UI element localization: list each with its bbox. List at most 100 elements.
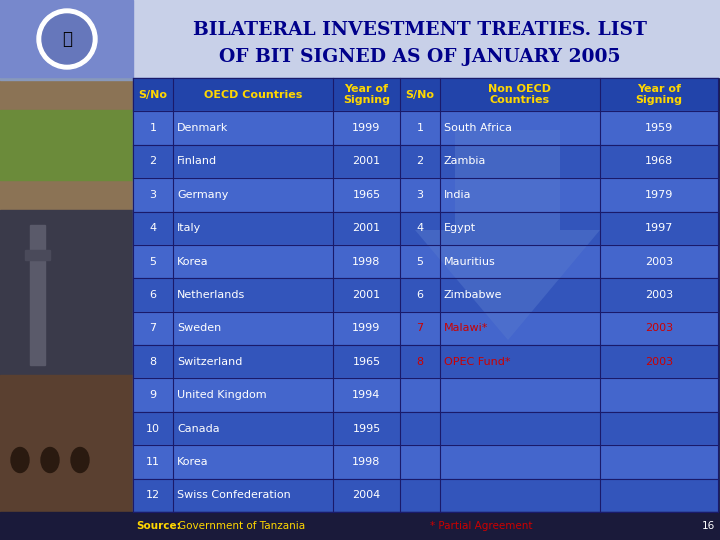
Text: Italy: Italy bbox=[177, 223, 202, 233]
Text: 1968: 1968 bbox=[645, 157, 673, 166]
Text: OPEC Fund*: OPEC Fund* bbox=[444, 357, 510, 367]
Text: S/No: S/No bbox=[405, 90, 434, 100]
Text: 1997: 1997 bbox=[645, 223, 673, 233]
Bar bbox=[0, 512, 720, 540]
Bar bbox=[133, 312, 718, 345]
Text: 2001: 2001 bbox=[352, 290, 381, 300]
Text: South Africa: South Africa bbox=[444, 123, 512, 133]
Bar bbox=[30, 225, 45, 365]
Text: 5: 5 bbox=[150, 256, 156, 267]
Bar bbox=[0, 210, 133, 375]
Text: Non OECD
Countries: Non OECD Countries bbox=[488, 84, 552, 105]
Text: United Kingdom: United Kingdom bbox=[177, 390, 266, 400]
Text: OF BIT SIGNED AS OF JANUARY 2005: OF BIT SIGNED AS OF JANUARY 2005 bbox=[220, 48, 621, 66]
Text: 4: 4 bbox=[416, 223, 423, 233]
Text: BILATERAL INVESTMENT TREATIES. LIST: BILATERAL INVESTMENT TREATIES. LIST bbox=[193, 21, 647, 39]
Text: Korea: Korea bbox=[177, 256, 209, 267]
Bar bbox=[133, 145, 718, 178]
Text: * Partial Agreement: * Partial Agreement bbox=[430, 521, 533, 531]
Bar bbox=[133, 212, 718, 245]
Circle shape bbox=[37, 9, 97, 69]
Text: Year of
Signing: Year of Signing bbox=[343, 84, 390, 105]
Text: Malawi*: Malawi* bbox=[444, 323, 488, 333]
Bar bbox=[0, 110, 133, 180]
Bar bbox=[0, 80, 133, 210]
Bar bbox=[133, 0, 720, 77]
Text: S/No: S/No bbox=[138, 90, 168, 100]
Text: 1998: 1998 bbox=[352, 256, 381, 267]
Bar bbox=[133, 111, 718, 145]
Text: 16: 16 bbox=[702, 521, 715, 531]
Bar bbox=[0, 0, 133, 77]
Text: Finland: Finland bbox=[177, 157, 217, 166]
Text: Year of
Signing: Year of Signing bbox=[636, 84, 683, 105]
Text: Switzerland: Switzerland bbox=[177, 357, 243, 367]
Bar bbox=[133, 78, 718, 111]
Text: 1965: 1965 bbox=[352, 357, 381, 367]
Text: 8: 8 bbox=[416, 357, 423, 367]
Text: Canada: Canada bbox=[177, 423, 220, 434]
Polygon shape bbox=[415, 130, 600, 340]
Text: 7: 7 bbox=[150, 323, 156, 333]
Text: 2003: 2003 bbox=[645, 256, 673, 267]
Text: 1998: 1998 bbox=[352, 457, 381, 467]
Text: Government of Tanzania: Government of Tanzania bbox=[178, 521, 305, 531]
Text: 8: 8 bbox=[150, 357, 156, 367]
Text: 6: 6 bbox=[416, 290, 423, 300]
Text: 3: 3 bbox=[150, 190, 156, 200]
Text: 2001: 2001 bbox=[352, 223, 381, 233]
Text: Source:: Source: bbox=[136, 521, 181, 531]
Text: 2003: 2003 bbox=[645, 290, 673, 300]
Text: Netherlands: Netherlands bbox=[177, 290, 246, 300]
Text: 1995: 1995 bbox=[352, 423, 381, 434]
Text: 1: 1 bbox=[416, 123, 423, 133]
Text: Sweden: Sweden bbox=[177, 323, 221, 333]
Text: Zimbabwe: Zimbabwe bbox=[444, 290, 503, 300]
Text: 6: 6 bbox=[150, 290, 156, 300]
Text: 1959: 1959 bbox=[645, 123, 673, 133]
Ellipse shape bbox=[71, 448, 89, 472]
Bar bbox=[133, 379, 718, 412]
Text: 1965: 1965 bbox=[352, 190, 381, 200]
Text: 9: 9 bbox=[150, 390, 156, 400]
Text: Swiss Confederation: Swiss Confederation bbox=[177, 490, 291, 500]
Text: Zambia: Zambia bbox=[444, 157, 487, 166]
Text: OECD Countries: OECD Countries bbox=[204, 90, 302, 100]
Text: Korea: Korea bbox=[177, 457, 209, 467]
Text: 5: 5 bbox=[416, 256, 423, 267]
Bar bbox=[133, 478, 718, 512]
Text: 1999: 1999 bbox=[352, 323, 381, 333]
Ellipse shape bbox=[41, 448, 59, 472]
Bar bbox=[0, 0, 133, 80]
Text: Mauritius: Mauritius bbox=[444, 256, 496, 267]
Text: 7: 7 bbox=[416, 323, 423, 333]
Text: 2001: 2001 bbox=[352, 157, 381, 166]
Text: Denmark: Denmark bbox=[177, 123, 228, 133]
Text: 🤝: 🤝 bbox=[62, 30, 72, 48]
Bar bbox=[133, 245, 718, 278]
Ellipse shape bbox=[11, 448, 29, 472]
Text: 3: 3 bbox=[416, 190, 423, 200]
Text: 1979: 1979 bbox=[645, 190, 673, 200]
Bar bbox=[133, 345, 718, 379]
Text: 4: 4 bbox=[150, 223, 156, 233]
Circle shape bbox=[42, 14, 92, 64]
Text: 2003: 2003 bbox=[645, 323, 673, 333]
Text: 2003: 2003 bbox=[645, 357, 673, 367]
Bar bbox=[25, 250, 50, 260]
Bar bbox=[133, 178, 718, 212]
Text: 12: 12 bbox=[146, 490, 160, 500]
Text: 1999: 1999 bbox=[352, 123, 381, 133]
Bar bbox=[133, 278, 718, 312]
Bar bbox=[0, 375, 133, 512]
Text: 2004: 2004 bbox=[352, 490, 381, 500]
Text: India: India bbox=[444, 190, 472, 200]
Text: 2: 2 bbox=[416, 157, 423, 166]
Text: 1: 1 bbox=[150, 123, 156, 133]
Text: 2: 2 bbox=[150, 157, 156, 166]
Bar bbox=[133, 412, 718, 445]
Text: Egypt: Egypt bbox=[444, 223, 476, 233]
Bar bbox=[133, 446, 718, 478]
Text: Germany: Germany bbox=[177, 190, 228, 200]
Text: 1994: 1994 bbox=[352, 390, 381, 400]
